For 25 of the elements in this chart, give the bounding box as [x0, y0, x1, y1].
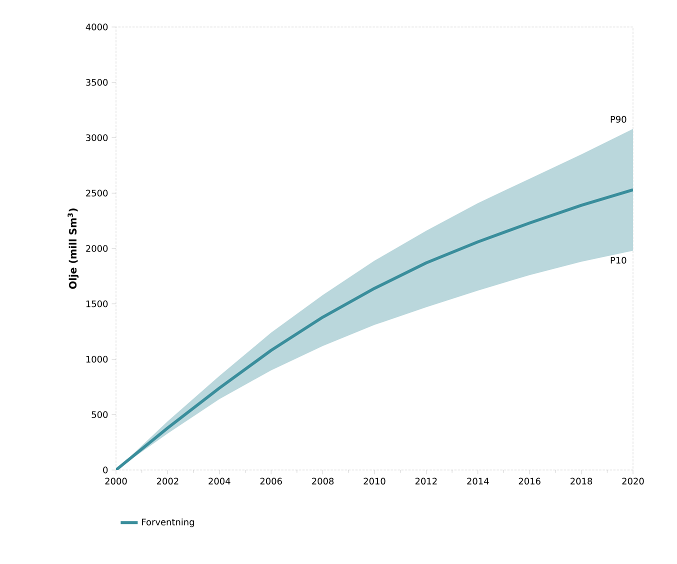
x-tick-label: 2000 [105, 478, 127, 485]
y-tick-label: 0 [103, 466, 108, 474]
x-tick-label: 2006 [260, 478, 282, 485]
x-tick-label: 2012 [415, 478, 437, 485]
y-tick-label: 1000 [86, 356, 108, 363]
x-tick-label: 2016 [518, 478, 540, 485]
y-tick-label: 3000 [86, 134, 108, 142]
y-tick-label: 2500 [86, 190, 108, 197]
annotation: P90 [610, 116, 626, 123]
y-tick-label: 3500 [86, 78, 108, 86]
x-tick-label: 2002 [156, 478, 178, 485]
x-tick-label: 2008 [312, 478, 334, 485]
x-tick-label: 2004 [208, 478, 230, 485]
y-tick-label: 500 [92, 411, 108, 418]
line-series [116, 188, 634, 470]
y-tick-label: 2000 [86, 245, 108, 252]
y-tick-label: 1500 [86, 300, 108, 308]
x-tick-label: 2014 [467, 478, 489, 485]
x-tick-label: 2018 [570, 478, 592, 485]
x-tick-label: 2010 [364, 478, 386, 485]
x-tick-label: 2020 [622, 478, 644, 485]
annotation: P10 [610, 256, 626, 264]
y-axis-title: Olje (mill Sm$^{3}$) [68, 208, 79, 289]
legend-label: Forventning [142, 518, 194, 528]
y-tick-label: 4000 [86, 24, 108, 30]
